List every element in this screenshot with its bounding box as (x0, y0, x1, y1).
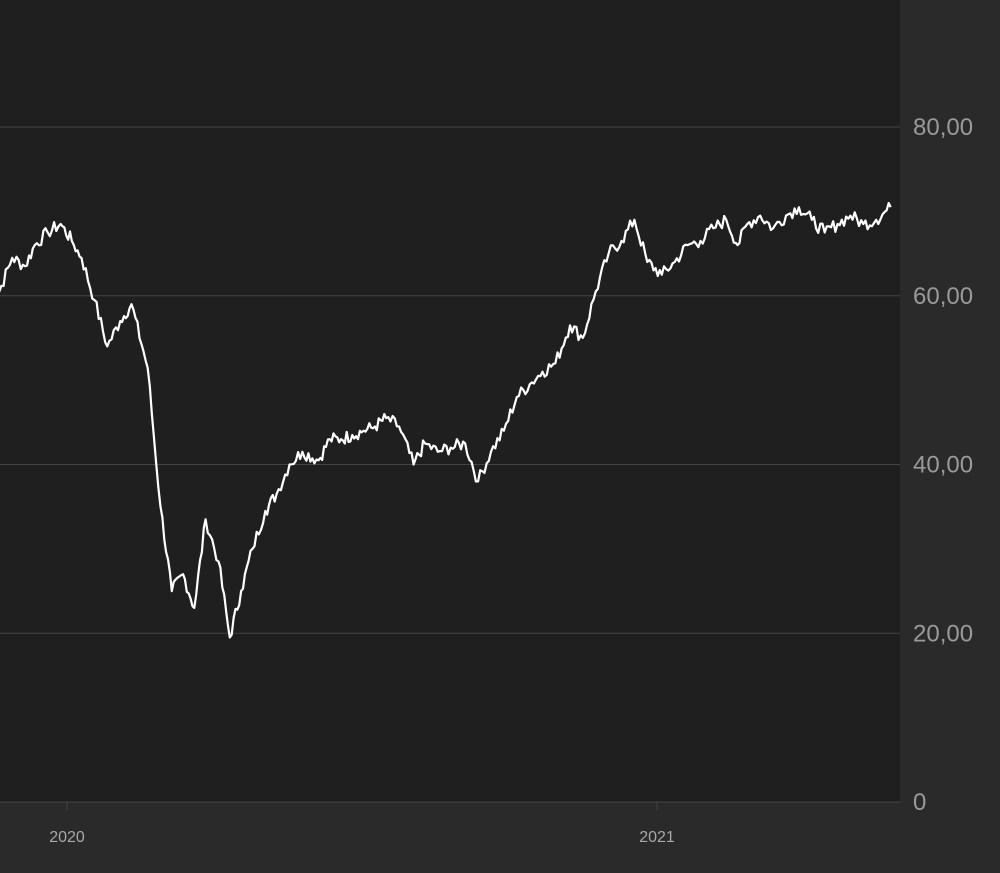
price-line (0, 201, 892, 639)
y-tick-label: 60,00 (913, 283, 973, 310)
x-tick-label: 2021 (639, 829, 675, 846)
plot-background (0, 0, 900, 802)
x-tick-marks (66, 802, 658, 810)
y-tick-label: 20,00 (913, 620, 973, 647)
y-axis-labels: 0 20,00 40,00 60,00 80,00 (913, 114, 973, 816)
x-tick-label: 2020 (49, 829, 85, 846)
y-tick-label: 40,00 (913, 452, 973, 479)
x-axis-labels: 2020 2021 (49, 829, 675, 846)
gridlines (0, 126, 900, 803)
y-tick-label: 80,00 (913, 114, 973, 141)
y-tick-label: 0 (913, 789, 926, 816)
